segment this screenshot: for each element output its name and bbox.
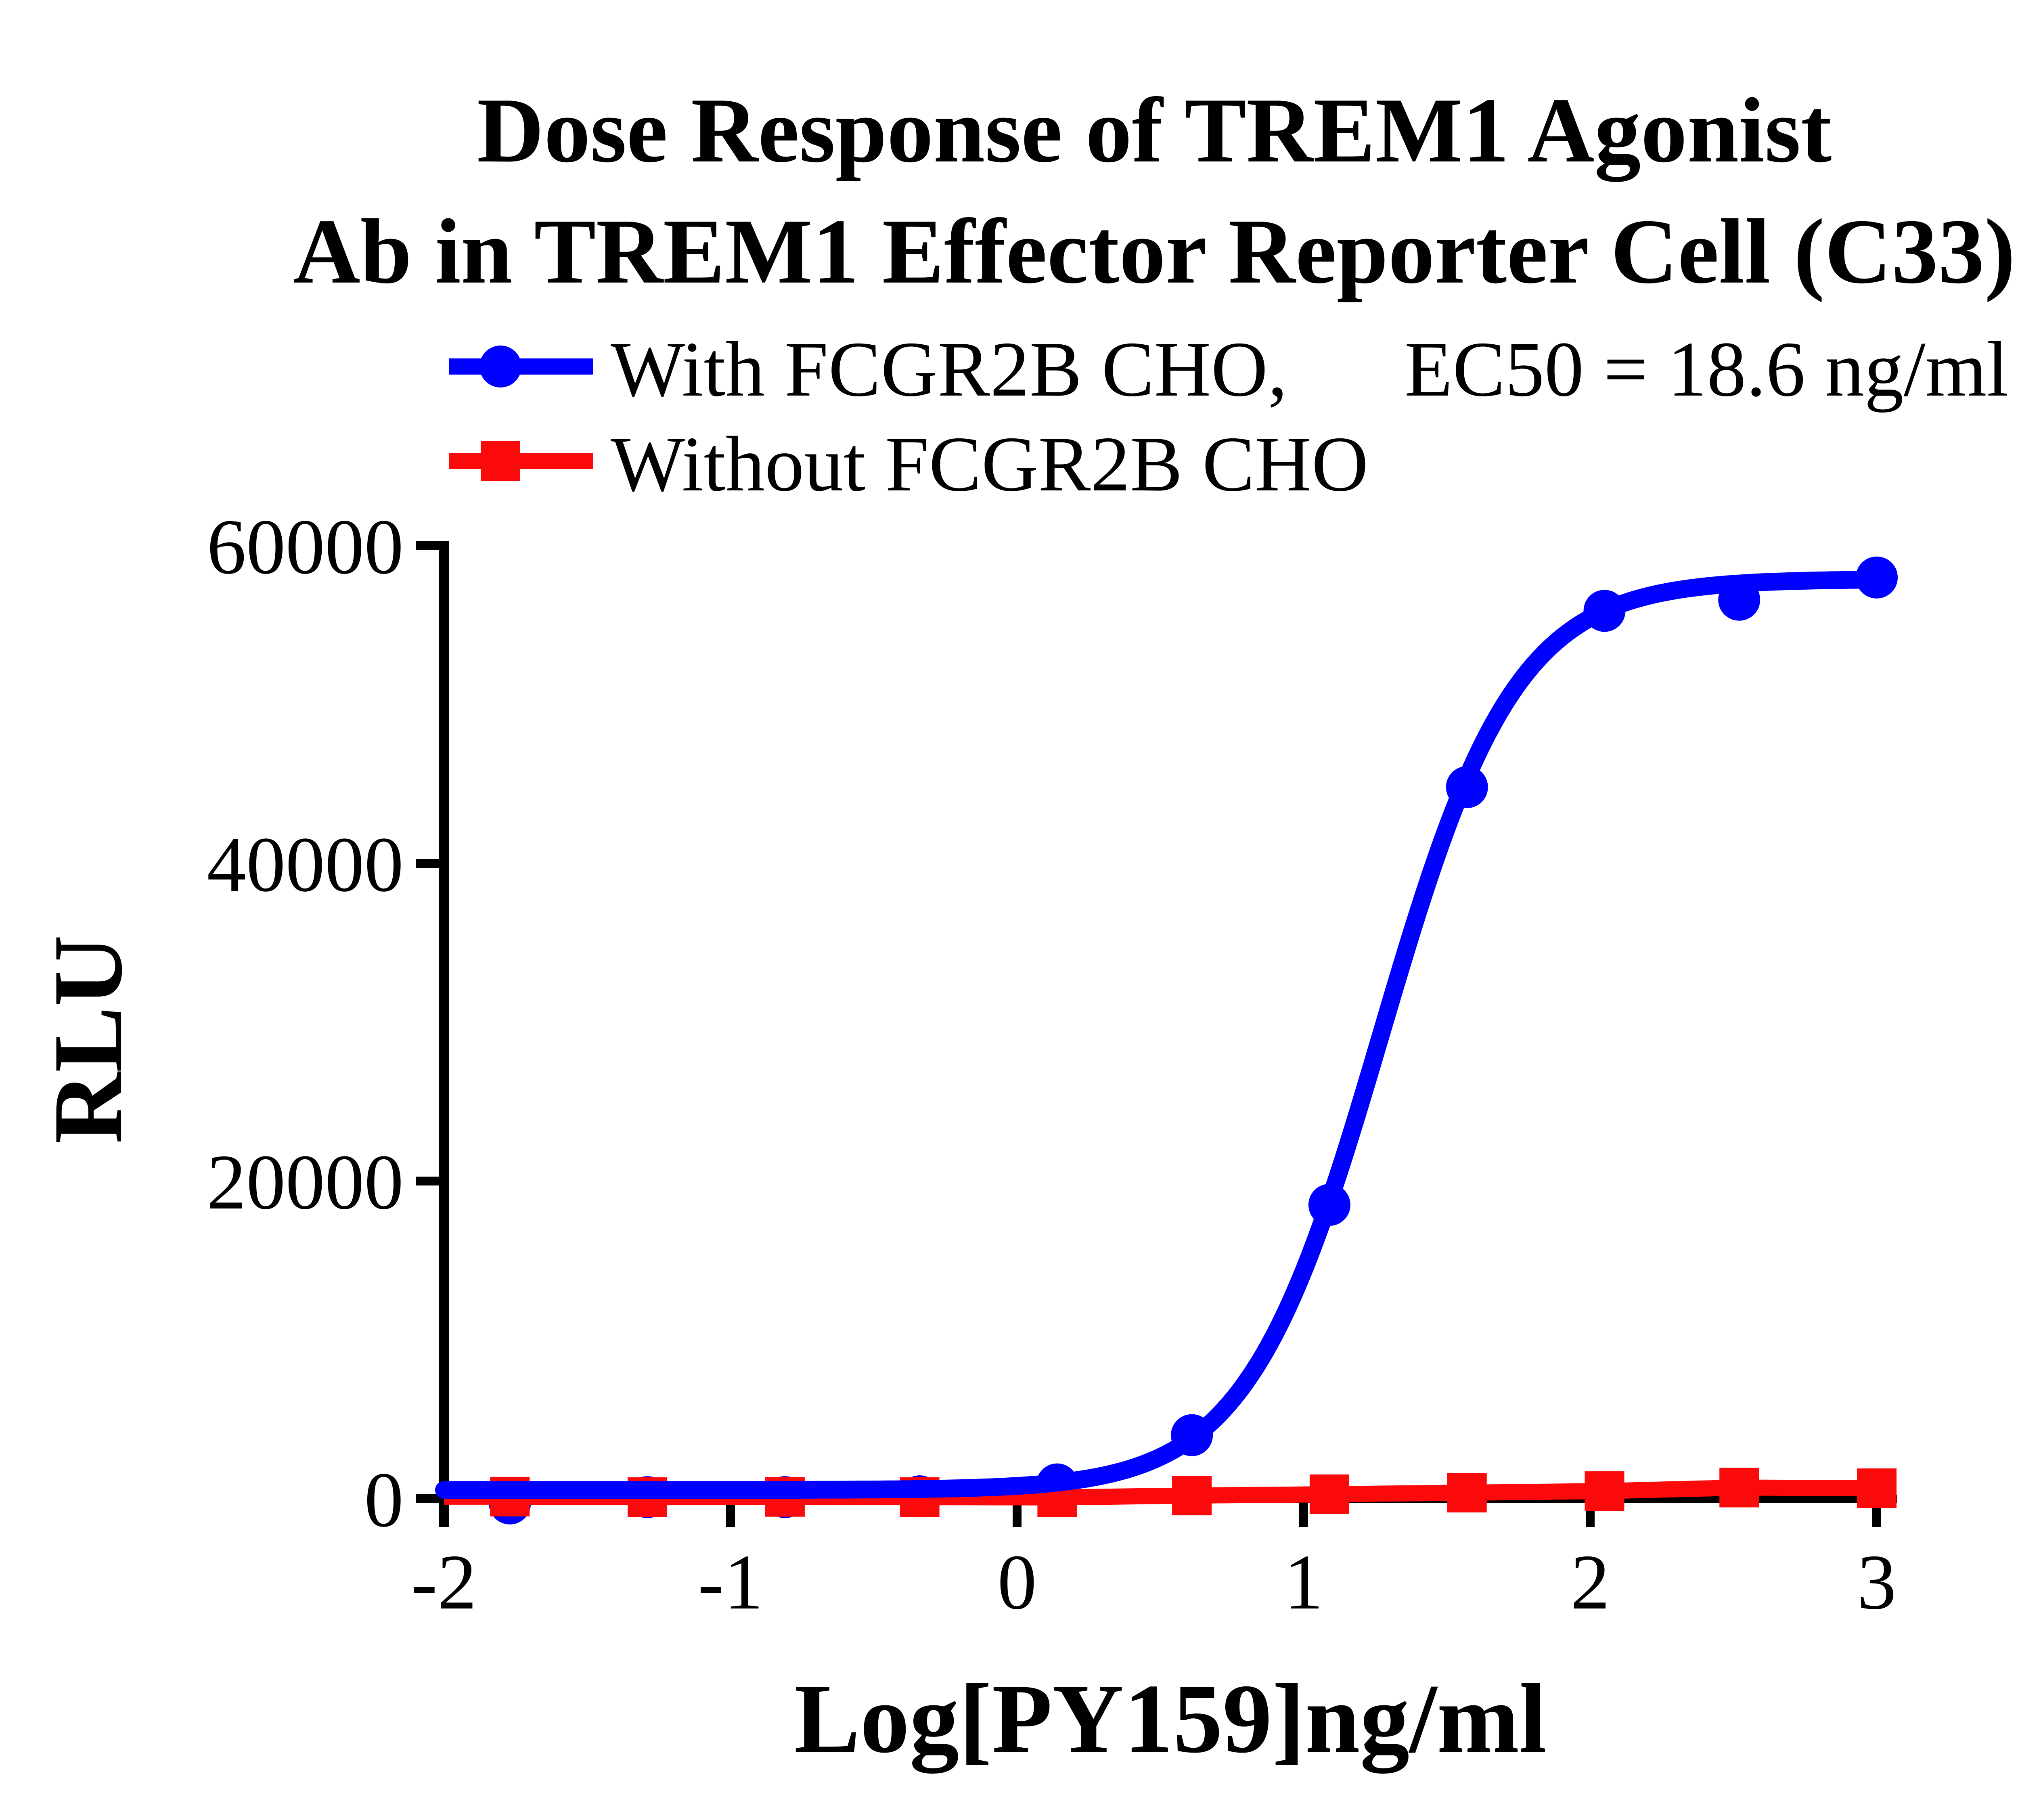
legend: With FCGR2B CHO, EC50 = 18.6 ng/ml Witho… xyxy=(449,326,2009,508)
blue-fit-curve xyxy=(435,571,1886,1499)
legend-label-without-fcgr2b: Without FCGR2B CHO xyxy=(611,421,1368,508)
red-marker xyxy=(1172,1476,1212,1516)
red-marker xyxy=(1719,1468,1759,1508)
x-tick-label: -1 xyxy=(698,1539,763,1626)
red-marker xyxy=(1309,1474,1349,1514)
chart-title-line2: Ab in TREM1 Effector Reporter Cell (C33) xyxy=(293,200,2015,303)
y-axis-title: RLU xyxy=(33,935,142,1144)
y-tick-label: 60000 xyxy=(207,503,404,591)
x-tick-label: 2 xyxy=(1570,1539,1610,1626)
series xyxy=(435,556,1898,1525)
chart-title-line1: Dose Response of TREM1 Agonist xyxy=(477,79,1832,182)
y-tick-label: 40000 xyxy=(207,821,404,908)
x-tick-label: 1 xyxy=(1284,1539,1323,1626)
red-marker xyxy=(1447,1473,1487,1513)
legend-series1-ec50: EC50 = 18.6 ng/ml xyxy=(1405,326,2009,413)
series-with-fcgr2b-markers xyxy=(489,556,1898,1525)
legend-label-with-fcgr2b: With FCGR2B CHO, EC50 = 18.6 ng/ml xyxy=(611,326,2009,413)
legend-square-marker-icon xyxy=(481,441,520,481)
x-tick-label: 0 xyxy=(997,1539,1037,1626)
y-tick-label: 0 xyxy=(364,1456,404,1544)
y-tick-label: 20000 xyxy=(207,1139,404,1226)
x-tick-label: 3 xyxy=(1857,1539,1897,1626)
x-tick-label: -2 xyxy=(411,1539,477,1626)
red-marker xyxy=(1585,1471,1624,1511)
x-axis-title: Log[PY159]ng/ml xyxy=(794,1664,1547,1774)
legend-circle-marker-icon xyxy=(479,346,521,387)
legend-series1-label: With FCGR2B CHO, xyxy=(611,326,1287,413)
axes: 0 20000 40000 60000 -2 -1 0 1 2 3 xyxy=(207,503,1897,1626)
red-marker xyxy=(1857,1468,1897,1508)
